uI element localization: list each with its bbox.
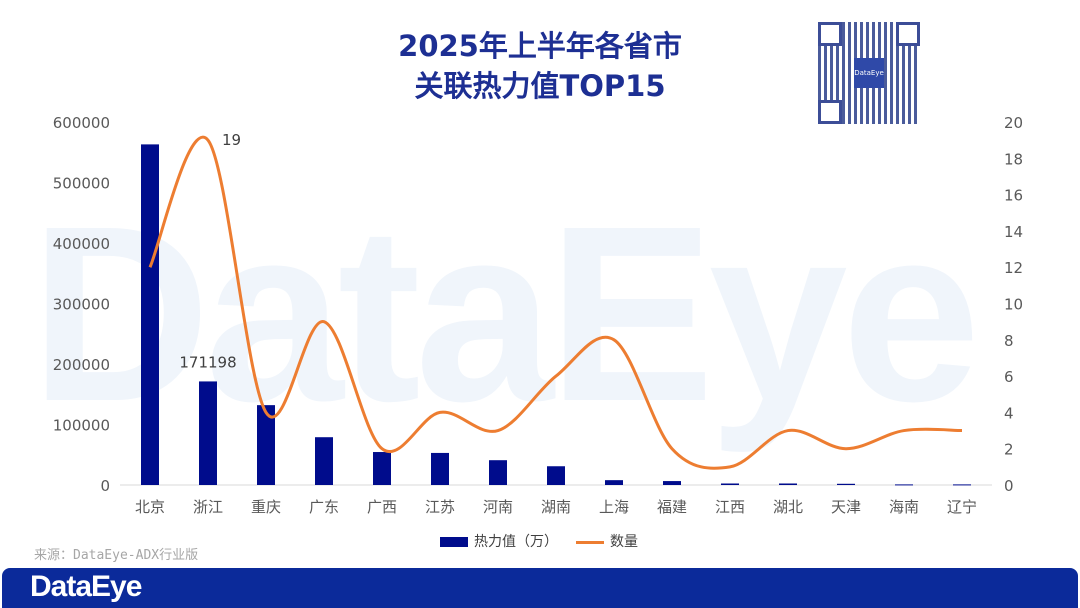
bar-海南 <box>895 484 913 486</box>
y-right-tick: 6 <box>1004 368 1014 386</box>
legend-item-bar: 热力值（万） <box>440 531 558 551</box>
bar-天津 <box>837 483 855 485</box>
x-tick-label: 浙江 <box>193 498 223 516</box>
bar-辽宁 <box>953 484 971 486</box>
x-tick-label: 广西 <box>367 498 397 516</box>
x-tick-label: 湖北 <box>773 498 803 516</box>
line-series-count <box>148 135 963 470</box>
line-data-label: 19 <box>222 131 241 149</box>
y-right-tick: 0 <box>1004 477 1014 495</box>
y-right-tick: 12 <box>1004 259 1023 277</box>
y-left-tick: 0 <box>100 477 110 495</box>
x-tick-label: 江西 <box>715 498 745 516</box>
y-left-tick: 400000 <box>53 235 110 253</box>
qr-logo: DataEye <box>854 58 884 88</box>
y-right-tick: 18 <box>1004 150 1023 168</box>
x-tick-label: 湖南 <box>541 498 571 516</box>
title-line-2: 关联热力值TOP15 <box>414 69 666 103</box>
qr-code: DataEye <box>818 22 920 124</box>
y-right-tick: 14 <box>1004 223 1023 241</box>
y-right-tick: 4 <box>1004 404 1014 422</box>
y-left-tick: 300000 <box>53 296 110 314</box>
legend: 热力值（万） 数量 <box>440 531 638 551</box>
x-tick-label: 广东 <box>309 498 339 516</box>
y-left-tick: 500000 <box>53 175 110 193</box>
footer-bar: DataEye <box>2 568 1078 608</box>
bar-data-label: 171198 <box>179 353 236 371</box>
title-line-1: 2025年上半年各省市 <box>398 29 682 63</box>
x-tick-label: 辽宁 <box>947 498 977 516</box>
bar-河南 <box>489 460 507 485</box>
x-tick-label: 福建 <box>657 498 687 516</box>
bar-湖南 <box>547 466 565 485</box>
x-tick-label: 上海 <box>599 498 629 516</box>
bar-广西 <box>373 452 391 485</box>
y-right-tick: 2 <box>1004 441 1014 459</box>
y-left-tick: 100000 <box>53 417 110 435</box>
bar-江西 <box>721 483 739 485</box>
bar-广东 <box>315 437 333 485</box>
y-right-tick: 10 <box>1004 296 1023 314</box>
footer-logo: DataEye <box>30 570 142 603</box>
y-right-tick: 8 <box>1004 332 1014 350</box>
x-tick-label: 海南 <box>889 498 919 516</box>
bar-上海 <box>605 480 623 485</box>
chart-title: 2025年上半年各省市 关联热力值TOP15 <box>0 26 1080 106</box>
watermark: DataEye <box>30 174 981 453</box>
x-tick-label: 重庆 <box>251 498 281 516</box>
y-left-tick: 600000 <box>53 114 110 132</box>
source-note: 来源：DataEye-ADX行业版 <box>34 548 199 563</box>
y-right-tick: 16 <box>1004 187 1023 205</box>
bar-北京 <box>141 144 159 485</box>
x-tick-label: 天津 <box>831 498 861 516</box>
bar-浙江 <box>199 381 217 485</box>
x-tick-label: 北京 <box>135 498 165 516</box>
x-tick-label: 河南 <box>483 498 513 516</box>
bar-福建 <box>663 481 681 485</box>
y-left-tick: 200000 <box>53 356 110 374</box>
bar-重庆 <box>257 405 275 485</box>
bar-湖北 <box>779 483 797 485</box>
legend-item-line: 数量 <box>576 531 638 551</box>
x-tick-label: 江苏 <box>425 498 455 516</box>
bar-江苏 <box>431 452 449 485</box>
y-right-tick: 20 <box>1004 114 1023 132</box>
